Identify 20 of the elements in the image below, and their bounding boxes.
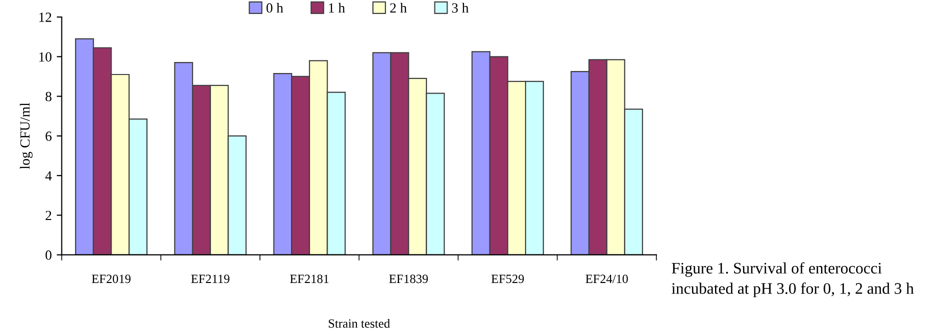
y-tick-label: 6	[46, 132, 52, 141]
caption: Figure 1. Survival of enterococci incubated at pH 3.0 for 0, 1, 2 and 3 h	[672, 262, 914, 298]
x-tick-label: EF2019	[92, 274, 131, 284]
legend-label: 1 h	[329, 2, 345, 13]
y-tick-label: 8	[46, 92, 52, 102]
y-tick-label: 4	[45, 171, 52, 180]
y-tick-label: 0	[46, 250, 52, 260]
x-tick-label: EF529	[491, 274, 524, 284]
x-tick-label: EF2119	[191, 274, 230, 284]
x-tick-label: EF1839	[389, 274, 428, 284]
y-tick-label: 12	[39, 12, 52, 22]
legend-label: 0 h	[266, 2, 284, 13]
y-axis-title: log CFU/ml	[20, 102, 33, 170]
y-tick-label: 10	[39, 52, 52, 62]
legend-label: 2 h	[390, 2, 407, 13]
y-tick-label: 2	[46, 210, 52, 220]
legend-label: 3 h	[452, 2, 469, 13]
x-tick-label: EF2181	[290, 274, 329, 284]
x-tick-label: EF24/10	[586, 274, 628, 284]
x-axis-title: Strain tested	[328, 318, 390, 328]
